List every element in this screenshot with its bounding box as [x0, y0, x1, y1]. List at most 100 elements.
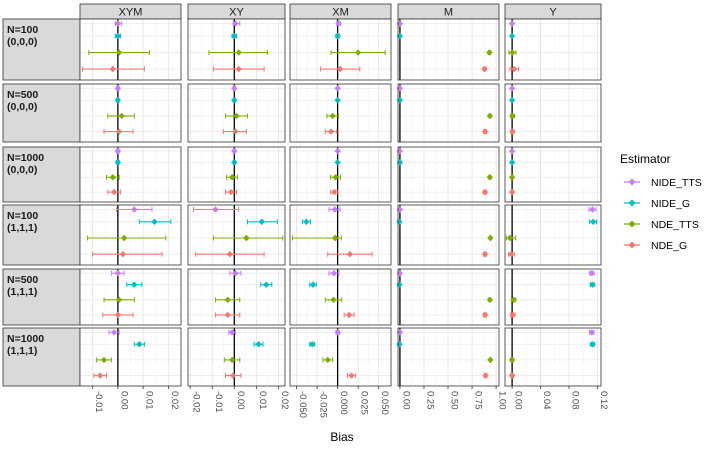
data-point — [229, 372, 237, 379]
data-point — [258, 218, 266, 225]
row-label: N=500 — [7, 89, 38, 101]
data-point — [334, 147, 341, 155]
data-point — [348, 372, 355, 379]
legend-label: NIDE_TTS — [651, 177, 702, 189]
data-point — [481, 251, 489, 258]
panel-background — [505, 84, 601, 142]
row-strip — [2, 204, 81, 266]
data-point — [588, 270, 595, 277]
data-point — [231, 97, 238, 104]
panel-background — [398, 205, 499, 265]
data-point — [114, 147, 122, 155]
panel-background — [398, 84, 499, 142]
data-point — [114, 311, 122, 319]
data-point — [508, 188, 516, 196]
panel-border — [79, 268, 182, 326]
facet-panel — [504, 327, 602, 387]
panel-background — [505, 328, 601, 386]
data-point — [510, 296, 517, 303]
data-point — [506, 234, 514, 242]
data-point — [589, 281, 596, 288]
facet-panel — [187, 146, 286, 203]
facet-panel — [289, 327, 392, 387]
column-label: XY — [229, 7, 244, 19]
panel-background — [290, 328, 391, 386]
data-point — [232, 270, 239, 277]
axis-tick-label: -0.025 — [318, 391, 329, 418]
data-point — [588, 329, 595, 336]
axis-tick-label: 0.050 — [379, 391, 390, 415]
facet-panel — [396, 268, 500, 326]
facet-panel — [79, 268, 182, 326]
data-point — [114, 85, 122, 92]
data-point — [231, 85, 238, 92]
legend-item: NIDE_TTS — [624, 177, 702, 189]
facet-panel — [396, 18, 500, 81]
data-point — [324, 356, 331, 364]
legend-label: NDE_G — [651, 240, 687, 252]
axis-tick-label: 0.04 — [541, 391, 552, 410]
data-point — [131, 281, 138, 288]
data-point — [482, 372, 489, 379]
panel-border — [289, 83, 392, 143]
data-point — [263, 281, 270, 288]
panel-border — [289, 327, 392, 387]
column-label: M — [444, 7, 453, 19]
data-point — [508, 20, 516, 27]
panel-border — [79, 18, 182, 81]
axis-tick-label: 1.00 — [497, 391, 508, 409]
data-point — [508, 174, 516, 181]
row-label: (1,1,1) — [7, 345, 37, 357]
data-point — [114, 97, 122, 104]
panel-border — [289, 146, 392, 203]
axis-tick-label: 0.75 — [473, 391, 484, 410]
data-point — [114, 159, 122, 166]
legend-item: NIDE_G — [624, 198, 690, 210]
panel-background — [505, 147, 601, 202]
panel-background — [188, 328, 285, 386]
panel-border — [397, 18, 500, 81]
panel-border — [187, 18, 286, 81]
data-point — [243, 234, 250, 242]
data-point — [308, 341, 316, 348]
data-point — [232, 128, 239, 135]
data-point — [334, 32, 341, 40]
facet-panel — [396, 204, 500, 266]
data-point — [346, 251, 354, 258]
data-point — [255, 341, 262, 348]
data-point — [110, 329, 118, 336]
panel-border — [289, 18, 392, 81]
legend-key-point — [628, 241, 636, 249]
data-point — [224, 311, 231, 319]
axis-tick-label: 0.00 — [513, 391, 524, 410]
panel-background — [505, 269, 601, 325]
facet-panel — [187, 83, 286, 143]
panel-background — [290, 205, 391, 265]
row-label: N=100 — [7, 210, 38, 222]
data-point — [330, 296, 337, 303]
legend-key-point — [628, 178, 636, 186]
data-point — [331, 234, 339, 242]
data-point — [231, 147, 238, 155]
data-point — [334, 97, 341, 104]
facet-panel — [187, 204, 286, 266]
row-label: (1,1,1) — [7, 222, 37, 234]
data-point — [589, 206, 596, 213]
facet-panel — [79, 18, 182, 81]
row-label: (0,0,0) — [7, 101, 37, 113]
data-point — [114, 32, 122, 40]
row-label: N=1000 — [7, 152, 44, 164]
panel-border — [397, 268, 500, 326]
data-point — [231, 32, 238, 40]
axis-tick-label: 0.00 — [235, 391, 246, 410]
panel-background — [398, 269, 499, 325]
row-strip — [2, 146, 81, 203]
column-label: XM — [332, 7, 349, 19]
data-point — [481, 311, 489, 319]
data-point — [232, 20, 239, 27]
data-point — [481, 128, 489, 135]
data-point — [486, 49, 493, 56]
data-point — [335, 20, 342, 27]
data-point — [508, 32, 516, 40]
